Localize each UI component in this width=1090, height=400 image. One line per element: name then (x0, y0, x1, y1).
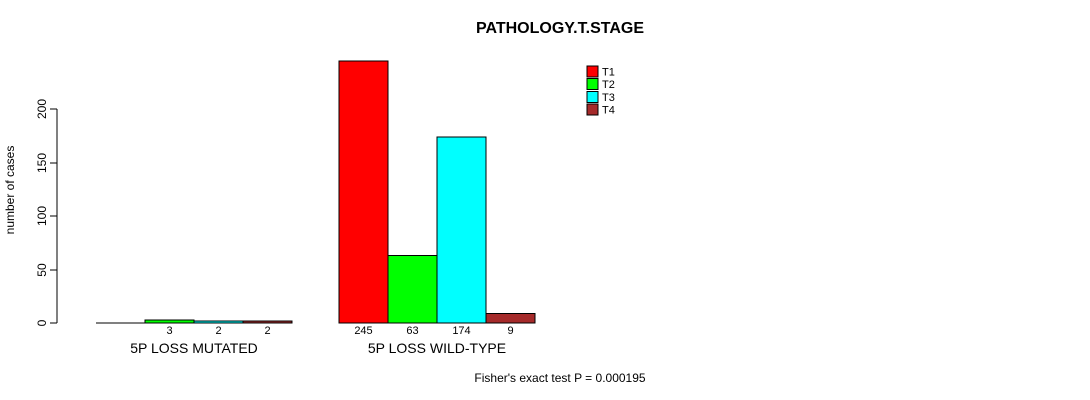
bar-t3-5p-loss-mutated (193, 320, 244, 324)
legend-label: T1 (602, 67, 615, 79)
bar-t3-5p-loss-wild-type (436, 136, 487, 324)
y-axis (50, 108, 58, 324)
legend-label: T3 (602, 92, 615, 104)
bar-value-label: 245 (354, 325, 372, 337)
legend-color-swatch (586, 90, 599, 103)
category-label-mutated: 5P LOSS MUTATED (130, 340, 258, 356)
y-tick-label-100: 100 (35, 206, 49, 226)
chart-title: PATHOLOGY.T.STAGE (476, 20, 644, 37)
bar-value-label: 9 (507, 325, 513, 337)
legend-item-t1: T1 (586, 65, 615, 79)
legend-item-t4: T4 (586, 103, 615, 117)
y-axis-title: number of cases (3, 146, 17, 235)
bars-layer: 245 3 63 2 174 2 9 (96, 60, 536, 337)
category-label-wild-type: 5P LOSS WILD-TYPE (368, 340, 506, 356)
legend-label: T2 (602, 79, 615, 91)
bar-value-label: 2 (264, 325, 270, 337)
legend-color-swatch (586, 103, 599, 116)
legend-color-swatch (586, 78, 599, 91)
bar-t2-5p-loss-wild-type (387, 255, 438, 324)
bar-value-label: 63 (406, 325, 418, 337)
legend-color-swatch (586, 65, 599, 78)
legend-item-t3: T3 (586, 90, 615, 104)
bar-t2-5p-loss-mutated (144, 319, 195, 324)
bar-value-label: 174 (452, 325, 470, 337)
fisher-test-annotation: Fisher's exact test P = 0.000195 (474, 371, 645, 385)
y-tick-label-50: 50 (35, 263, 49, 277)
bar-value-label: 2 (215, 325, 221, 337)
y-tick-label-0: 0 (35, 319, 49, 326)
bar-t1-5p-loss-wild-type (338, 60, 389, 324)
bar-t4-5p-loss-mutated (242, 320, 293, 324)
legend-item-t2: T2 (586, 78, 615, 91)
bar-t4-5p-loss-wild-type (485, 312, 536, 324)
bar-value-label: 3 (166, 325, 172, 337)
legend-label: T4 (602, 105, 615, 117)
y-tick-label-150: 150 (35, 153, 49, 173)
y-tick-label-200: 200 (35, 99, 49, 119)
